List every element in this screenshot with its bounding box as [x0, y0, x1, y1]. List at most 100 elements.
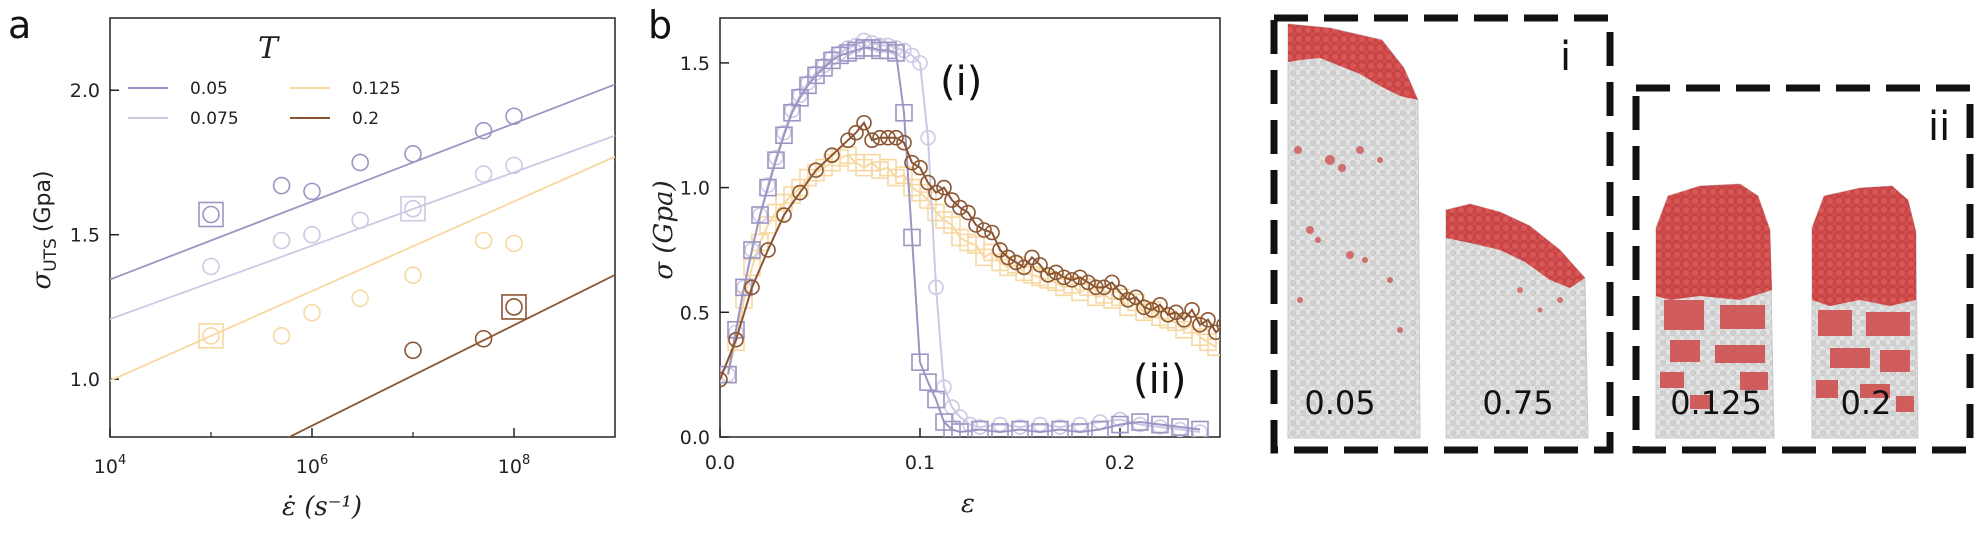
legend-label-0.075: 0.075: [190, 109, 239, 129]
snapshot-0.05: 0.05: [1287, 23, 1421, 439]
b-point-0.05-41: [1191, 420, 1209, 437]
b-point-0.05-25: [919, 373, 937, 391]
b-point-0.075-3: [744, 242, 760, 258]
a-ytick-label-1: 1.0: [70, 369, 100, 391]
panel-b-ylabel: σ (Gpa): [649, 180, 679, 279]
b-point-0.05-32: [1011, 420, 1029, 437]
a-point-0.2-1: [474, 329, 493, 348]
b-point-0.2-36: [1064, 272, 1080, 288]
b-line-0.125: [727, 154, 1217, 375]
b-point-0.05-34: [1051, 420, 1069, 437]
b-point-0.075-42: [1192, 424, 1208, 437]
a-highlight-0.075: [400, 195, 426, 222]
ylabel-sigma: σ: [27, 271, 57, 290]
a-point-0.075-5: [474, 165, 493, 183]
a-xtick-label-4: 104: [94, 453, 126, 478]
b-ytick-label-0.5: 0.5: [680, 302, 710, 324]
b-point-0.05-33: [1031, 423, 1049, 437]
b-point-0.2-13: [880, 129, 896, 146]
b-ytick-label-1: 1.0: [680, 178, 710, 200]
panel-a-frame: [109, 17, 616, 438]
b-point-0.2-18: [920, 174, 936, 191]
panel-a-plot-area: [110, 83, 615, 437]
a-point-0.05-0: [202, 205, 220, 224]
a-fit-line-0.05: [110, 83, 615, 281]
a-point-0.125-2: [303, 303, 321, 322]
b-point-0.075-39: [1132, 416, 1148, 433]
b-point-0.05-26: [927, 390, 945, 409]
b-point-0.05-29: [951, 423, 969, 437]
snapshot-label-0.2: 0.2: [1841, 384, 1892, 422]
a-ytick-label-2: 2.0: [70, 80, 100, 102]
b-point-0.2-45: [1136, 299, 1152, 316]
a-point-0.075-3: [351, 211, 369, 230]
svg-text:σUTS(Gpa): σUTS (Gpa): [27, 170, 61, 289]
panel-a-legend: T 0.05 0.075 0.125 0.2: [128, 31, 401, 129]
b-point-0.2-30: [1016, 259, 1032, 276]
b-point-0.2-11: [864, 132, 880, 149]
b-xtick-label-0.1: 0.1: [905, 452, 935, 474]
a-fit-line-0.2: [287, 274, 615, 437]
a-point-0.05-4: [404, 145, 422, 163]
snapshot-label-0.125: 0.125: [1670, 384, 1762, 422]
b-point-0.2-53: [1200, 311, 1216, 328]
a-point-0.05-5: [474, 121, 493, 140]
b-point-0.05-31: [991, 423, 1009, 437]
a-point-0.075-0: [202, 257, 220, 276]
b-point-0.2-24: [968, 217, 984, 233]
annotation-ii: (ii): [1133, 357, 1186, 403]
b-point-0.2-20: [936, 179, 952, 196]
b-point-0.2-0: [720, 371, 728, 388]
a-point-0.075-1: [272, 231, 291, 250]
legend-label-0.05: 0.05: [190, 79, 228, 99]
a-point-0.125-0: [202, 327, 220, 345]
b-point-0.075-7: [776, 124, 792, 141]
b-xtick-label-0: 0.0: [705, 452, 735, 474]
b-point-0.2-51: [1184, 302, 1200, 318]
b-point-0.2-47: [1152, 297, 1168, 313]
b-point-0.2-7: [824, 147, 840, 163]
panel-b: b 0.0 0.1 0.2 0.0 0.5 1.0 1.5 (i) (ii) ε σ (Gp…: [648, 3, 1221, 519]
a-point-0.05-6: [505, 107, 523, 126]
a-point-0.05-3: [351, 153, 369, 172]
snapshot-0.2: 0.2: [1811, 185, 1919, 439]
b-point-0.2-34: [1048, 264, 1064, 281]
b-point-0.2-10: [856, 114, 872, 131]
panel-a: a 104 106 108 1.0 1.5 2.0 T 0.05 0.075 0.125 …: [8, 3, 616, 522]
b-point-0.2-35: [1056, 269, 1072, 286]
panel-a-ticks: 104 106 108 1.0 1.5 2.0: [70, 80, 530, 478]
b-point-0.2-15: [896, 134, 912, 151]
annotation-i: (i): [940, 59, 982, 105]
box-i-label: i: [1560, 34, 1571, 80]
a-highlight-0.125: [198, 323, 224, 349]
b-point-0.05-37: [1111, 415, 1129, 434]
b-point-0.2-38: [1080, 274, 1096, 291]
b-point-0.075-5: [760, 177, 776, 193]
a-point-0.2-0: [404, 341, 422, 360]
b-point-0.2-9: [848, 124, 864, 141]
b-point-0.2-48: [1160, 306, 1176, 323]
b-point-0.2-14: [888, 129, 904, 146]
b-point-0.05-28: [943, 420, 961, 437]
b-point-0.05-39: [1151, 415, 1169, 434]
b-point-0.075-41: [1172, 421, 1188, 437]
b-point-0.05-30: [971, 420, 989, 437]
panel-a-ylabel: σUTS (Gpa): [27, 170, 61, 289]
b-point-0.05-22: [895, 103, 913, 122]
b-point-0.2-41: [1104, 274, 1120, 291]
b-point-0.2-50: [1176, 311, 1192, 328]
snapshot-label-0.05: 0.05: [1304, 384, 1375, 422]
box-i: [1270, 14, 1614, 454]
b-point-0.05-3: [743, 241, 761, 259]
box-ii: [1632, 84, 1974, 454]
b-point-0.2-37: [1072, 269, 1088, 286]
b-ytick-label-0: 0.0: [680, 427, 710, 449]
b-point-0.075-31: [972, 419, 988, 435]
a-point-0.075-6: [505, 156, 523, 175]
b-point-0.075-25: [920, 129, 936, 146]
b-point-0.05-24: [911, 353, 929, 371]
b-point-0.2-29: [1008, 254, 1024, 271]
b-point-0.05-21: [887, 44, 905, 62]
b-point-0.2-6: [808, 162, 824, 178]
